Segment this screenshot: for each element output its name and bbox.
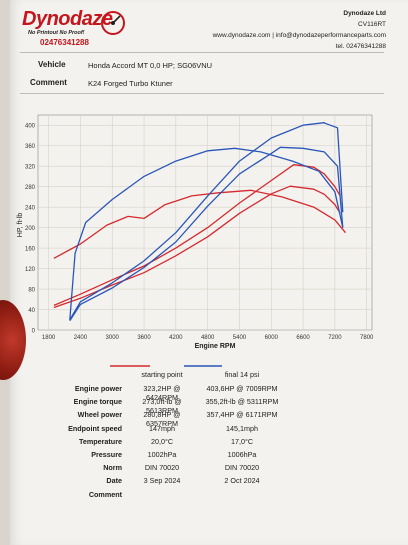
series-line-4 [69, 146, 344, 322]
row-value-final: 1006hPa [227, 450, 257, 459]
row-value-starting: 1002hPa [147, 450, 177, 459]
row-label: Endpoint speed [68, 423, 122, 433]
series-lines [53, 122, 347, 322]
tick-labels: 0 40 80 120 160 200 240 280 320 360 400 1800 2400 300… [25, 124, 374, 341]
row-value-starting: 147mph [149, 423, 175, 433]
row-label: Engine power [74, 384, 122, 393]
y-tick-label: 120 [25, 267, 36, 273]
vehicle-value: Honda Accord MT 0,0 HP; SG06VNU [88, 61, 213, 70]
summary-table: starting point final 14 psi Engine power… [32, 370, 362, 540]
y-tick-label: 40 [28, 308, 35, 314]
dyno-chart: 0 40 80 120 160 200 240 280 320 360 400 1800 2400 300… [17, 114, 374, 350]
row-label: Norm [103, 463, 122, 473]
summary-comment-label: Comment [88, 489, 122, 499]
y-tick-label: 280 [25, 185, 36, 191]
row-value-final: 145,1mph [226, 423, 258, 433]
vehicle-label: Vehicle [38, 60, 66, 69]
row-label: Wheel power [77, 410, 122, 420]
row-value-final: 403,6HP @ 7009RPM [206, 384, 278, 393]
series-line-5 [69, 147, 344, 320]
postcode: CV116RT [358, 21, 386, 28]
x-axis-label: Engine RPM [195, 343, 236, 350]
row-value-final: 355,2ft-lb @ 5311RPM [205, 397, 279, 407]
y-axis-label: HP, ft-lb [17, 213, 24, 237]
row-value-final: DIN 70020 [224, 463, 260, 473]
y-tick-label: 160 [25, 247, 36, 253]
y-tick-label: 240 [25, 206, 36, 212]
x-tick-label: 6000 [265, 335, 279, 341]
company-name: Dynodaze Ltd [343, 10, 386, 17]
series-line-0 [53, 164, 341, 306]
y-tick-label: 80 [28, 288, 35, 294]
row-value-starting: 273,0ft-lb @ 5613RPM [142, 397, 182, 416]
series-line-3 [69, 122, 344, 321]
divider [20, 93, 384, 94]
x-tick-label: 3000 [106, 335, 120, 341]
series-line-1 [53, 185, 341, 309]
row-label: Engine torque [73, 397, 122, 407]
websites: www.dynodaze.com | info@dynodazeperforma… [212, 32, 386, 39]
x-tick-label: 7200 [328, 335, 342, 341]
row-label: Temperature [78, 436, 122, 446]
logo-phone: 02476341288 [40, 38, 89, 47]
legend-starting: starting point [141, 370, 183, 379]
row-label: Date [106, 476, 122, 486]
legend-final: final 14 psi [224, 370, 260, 379]
x-tick-label: 7800 [360, 335, 374, 341]
comment-value: K24 Forged Turbo Ktuner [88, 79, 173, 88]
row-value-starting: 323,2HP @ 6424RPM [143, 384, 181, 402]
x-tick-label: 3600 [137, 335, 151, 341]
contact-block: Dynodaze Ltd CV116RT www.dynodaze.com | … [213, 8, 386, 52]
y-tick-label: 400 [25, 124, 36, 130]
x-tick-label: 6600 [296, 335, 310, 341]
logo-slogan: No Printout No Proof! [28, 30, 85, 36]
x-tick-label: 4800 [201, 335, 215, 341]
x-tick-label: 2400 [74, 335, 88, 341]
y-tick-label: 200 [25, 226, 36, 232]
x-tick-label: 4200 [169, 335, 183, 341]
row-value-starting: 20,0°C [150, 436, 174, 446]
series-line-2 [53, 189, 347, 259]
x-tick-label: 1800 [42, 335, 56, 341]
row-value-final: 357,4HP @ 6171RPM [206, 410, 278, 420]
telephone: tel. 02476341288 [335, 43, 386, 50]
y-tick-label: 0 [32, 329, 36, 335]
divider [20, 52, 384, 53]
gauge-icon [101, 11, 125, 35]
row-value-final: 17,0°C [230, 436, 254, 446]
row-label: Pressure [91, 450, 122, 459]
x-tick-label: 5400 [233, 335, 247, 341]
comment-label: Comment [30, 78, 67, 87]
row-value-final: 2 Oct 2024 [224, 476, 260, 486]
y-tick-label: 360 [25, 144, 36, 150]
logo: Dynodaze No Printout No Proof! 024763412… [22, 8, 125, 52]
row-value-starting: DIN 70020 [144, 463, 180, 473]
row-value-starting: 3 Sep 2024 [143, 476, 181, 486]
y-tick-label: 320 [25, 165, 36, 171]
logo-name: Dynodaze [22, 8, 113, 30]
row-value-starting: 280,8HP @ 6357RPM [143, 410, 181, 429]
